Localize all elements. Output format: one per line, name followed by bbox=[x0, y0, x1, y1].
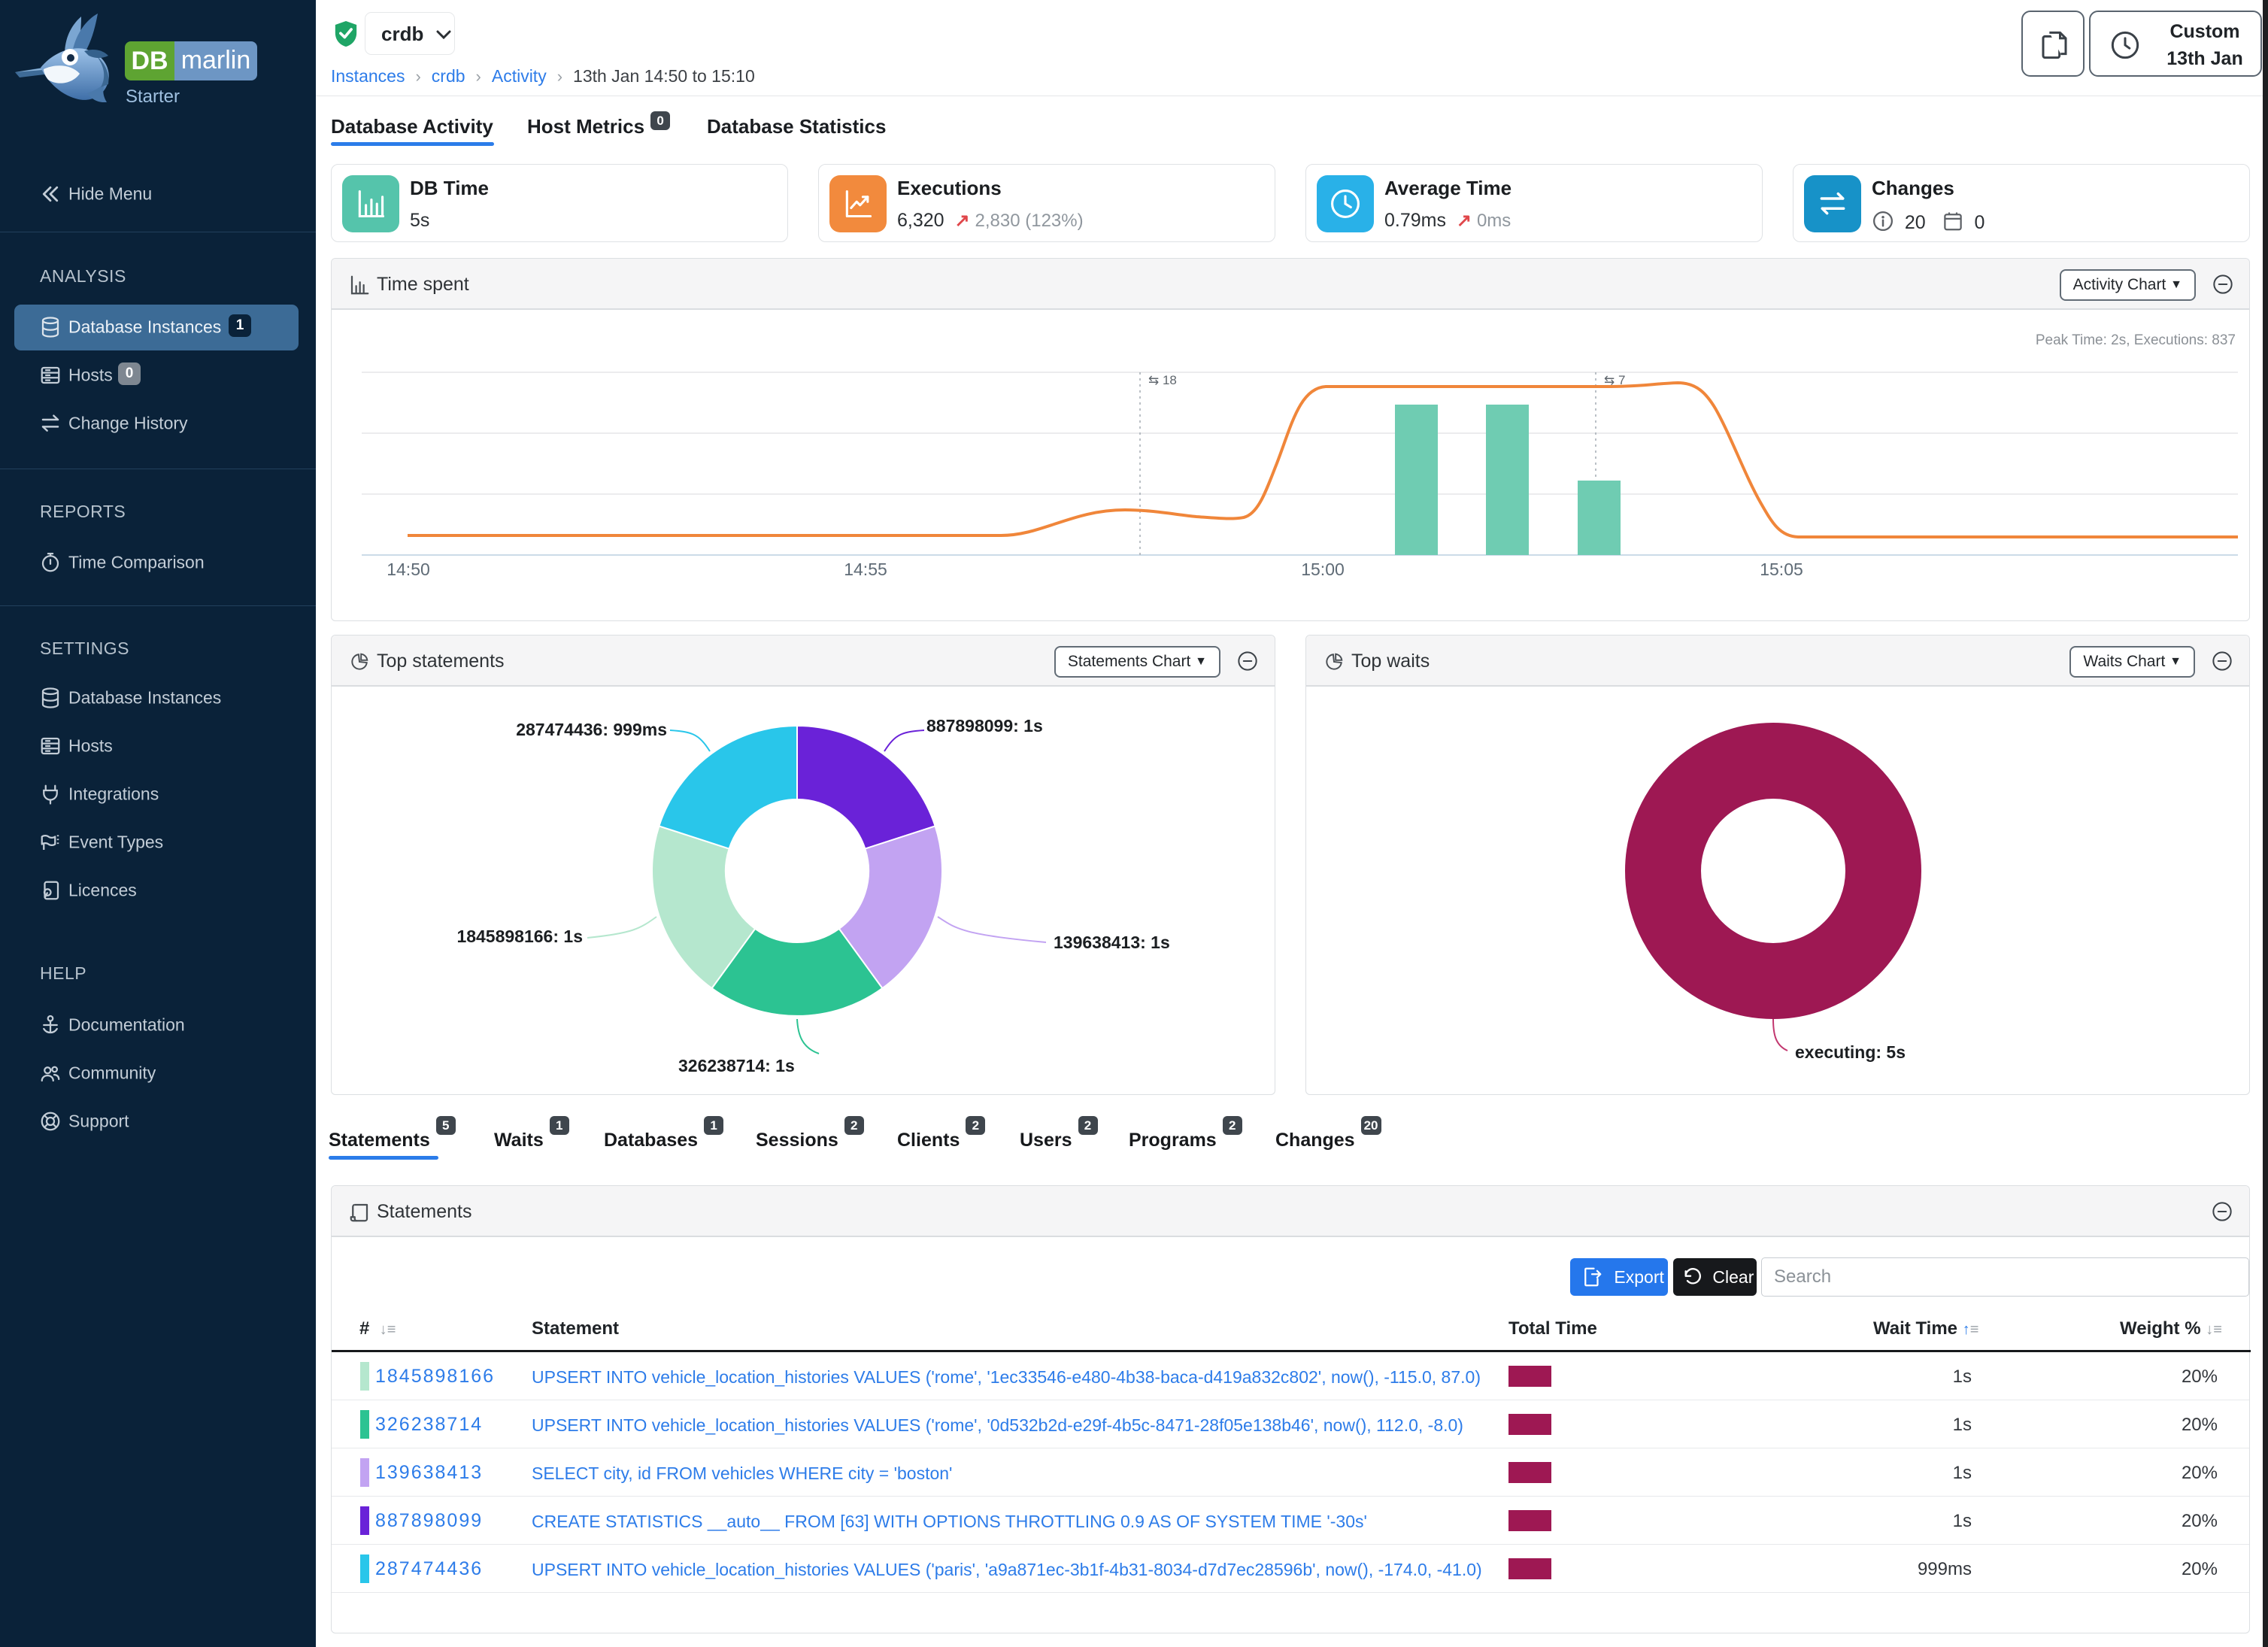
svg-text:15:05: 15:05 bbox=[1760, 560, 1803, 579]
svg-text:⇆ 18: ⇆ 18 bbox=[1148, 373, 1177, 387]
svg-text:14:50: 14:50 bbox=[387, 560, 430, 579]
svg-text:287474436: 999ms: 287474436: 999ms bbox=[516, 720, 667, 739]
svg-text:139638413: 1s: 139638413: 1s bbox=[1054, 933, 1170, 952]
svg-text:⇆ 7: ⇆ 7 bbox=[1604, 373, 1625, 387]
svg-text:326238714: 1s: 326238714: 1s bbox=[678, 1056, 795, 1075]
svg-text:887898099: 1s: 887898099: 1s bbox=[926, 716, 1043, 736]
svg-text:15:00: 15:00 bbox=[1301, 560, 1345, 579]
svg-text:1845898166: 1s: 1845898166: 1s bbox=[456, 927, 583, 946]
svg-text:executing: 5s: executing: 5s bbox=[1795, 1042, 1906, 1062]
svg-text:14:55: 14:55 bbox=[844, 560, 887, 579]
